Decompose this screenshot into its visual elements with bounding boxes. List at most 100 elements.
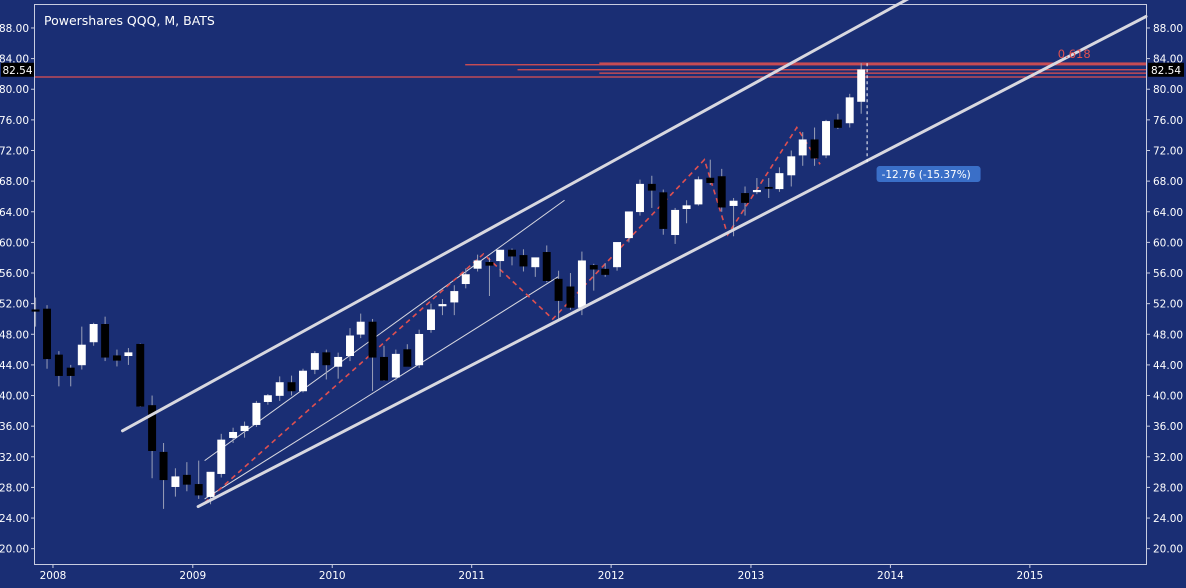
candle-body-up xyxy=(356,321,365,335)
y-tick-label-left: 28.00 xyxy=(0,482,29,494)
candle-body-down xyxy=(566,286,575,308)
candle-body-down xyxy=(485,261,494,266)
candle-body-up xyxy=(694,179,703,205)
candle-body-up xyxy=(334,356,343,367)
price-badge-label-left: 82.54 xyxy=(2,65,32,77)
candle-body-down xyxy=(554,278,563,301)
y-tick-label-right: 36.00 xyxy=(1153,421,1183,433)
y-tick-label-left: 64.00 xyxy=(0,207,29,219)
measure-badge xyxy=(876,166,981,183)
price-badge-label-right: 82.54 xyxy=(1151,65,1181,77)
y-tick-label-right: 20.00 xyxy=(1153,544,1183,556)
y-tick-label-right: 40.00 xyxy=(1153,391,1183,403)
y-tick-label-right: 32.00 xyxy=(1153,452,1183,464)
inner-trend-line-lower xyxy=(204,276,559,500)
candle-body-up xyxy=(577,260,586,308)
candle-body-down xyxy=(148,405,157,451)
candle-body-down xyxy=(159,451,168,481)
candle-body-up xyxy=(89,324,98,343)
candle-body-down xyxy=(112,355,121,361)
y-tick-label-left: 52.00 xyxy=(0,299,29,311)
channel-line-upper xyxy=(120,0,910,433)
candle-body-down xyxy=(136,343,145,407)
y-tick-label-left: 20.00 xyxy=(0,544,29,556)
y-tick-label-right: 76.00 xyxy=(1153,115,1183,127)
candle-body-up xyxy=(346,335,354,357)
y-tick-label-right: 68.00 xyxy=(1153,176,1183,188)
candle-body-down xyxy=(659,192,668,229)
y-tick-label-left: 56.00 xyxy=(0,268,29,280)
candle-body-up xyxy=(845,97,854,124)
candle-body-up xyxy=(438,304,447,307)
y-axis-left: 20.00 24.00 28.00 32.00 36.00 40.00 44.00 48.00… xyxy=(0,23,35,556)
candle-body-up xyxy=(77,344,86,366)
x-tick-label: 2013 xyxy=(738,570,765,582)
candle-body-down xyxy=(810,139,819,159)
candle-body-down xyxy=(54,354,63,376)
candle-body-up xyxy=(798,139,807,156)
candle-body-up xyxy=(391,353,400,378)
y-tick-label-right: 44.00 xyxy=(1153,360,1183,372)
price-badge-right xyxy=(1148,62,1184,77)
candle-body-up xyxy=(252,402,261,425)
y-tick-label-right: 56.00 xyxy=(1153,268,1183,280)
candle-body-up xyxy=(229,431,238,438)
x-tick-label: 2008 xyxy=(40,570,67,582)
y-tick-label-left: 60.00 xyxy=(0,237,29,249)
candle-body-up xyxy=(671,209,680,236)
y-tick-label-right: 52.00 xyxy=(1153,299,1183,311)
candle-body-down xyxy=(43,308,52,360)
y-tick-label-left: 44.00 xyxy=(0,360,29,372)
candle-body-up xyxy=(299,370,307,392)
candle-body-down xyxy=(717,176,726,208)
candle-body-up xyxy=(775,173,784,190)
candle-body-down xyxy=(380,356,388,381)
y-tick-label-left: 76.00 xyxy=(0,115,29,127)
x-axis[interactable]: 2008 2009 2010 2011 2012 2013 2014 2015 xyxy=(40,564,1044,582)
candle-body-up xyxy=(496,249,505,262)
y-tick-label-right: 72.00 xyxy=(1153,145,1183,157)
y-tick-label-left: 48.00 xyxy=(0,329,29,341)
candle-body-down xyxy=(66,367,75,376)
candle-body-down xyxy=(182,474,191,485)
y-tick-label-right: 28.00 xyxy=(1153,482,1183,494)
candle-body-down xyxy=(403,349,412,367)
candle-body-up xyxy=(822,121,831,156)
candle-body-down xyxy=(287,382,296,392)
candle-body-down xyxy=(519,255,528,267)
candle-body-down xyxy=(741,193,750,203)
y-tick-label-left: 40.00 xyxy=(0,391,29,403)
candle-body-up xyxy=(729,200,738,206)
x-tick-label: 2014 xyxy=(877,570,904,582)
candle-body-up xyxy=(415,333,424,366)
candles-series xyxy=(31,63,866,509)
candle-body-up xyxy=(263,395,272,402)
candle-body-up xyxy=(427,309,435,330)
y-tick-label-left: 80.00 xyxy=(0,84,29,96)
candle-body-down xyxy=(706,177,715,183)
price-badge-left xyxy=(1,62,34,77)
candle-body-up xyxy=(275,382,284,396)
candle-body-up xyxy=(473,260,482,269)
x-tick-label: 2011 xyxy=(458,570,485,582)
candle-body-down xyxy=(601,268,610,275)
candle-body-down xyxy=(542,252,551,281)
chart-title: Powershares QQQ, M, BATS xyxy=(44,13,215,28)
candle-body-up xyxy=(124,352,133,357)
candle-body-down xyxy=(508,249,516,257)
candle-body-down xyxy=(647,183,656,191)
x-tick-label: 2015 xyxy=(1016,570,1043,582)
y-tick-label-right: 24.00 xyxy=(1153,513,1183,525)
candle-body-down xyxy=(194,484,203,496)
candle-body-down xyxy=(101,324,110,358)
x-tick-label: 2012 xyxy=(598,570,625,582)
y-tick-label-right: 88.00 xyxy=(1153,23,1183,35)
y-tick-label-left: 72.00 xyxy=(0,145,29,157)
y-axis-right[interactable]: 20.00 24.00 28.00 32.00 36.00 40.00 44.00 48.00… xyxy=(1146,23,1183,556)
y-tick-label-left: 88.00 xyxy=(0,23,29,35)
candle-body-down xyxy=(764,186,773,189)
candle-body-down xyxy=(833,119,842,128)
candle-body-up xyxy=(206,471,215,497)
y-tick-label-left: 36.00 xyxy=(0,421,29,433)
